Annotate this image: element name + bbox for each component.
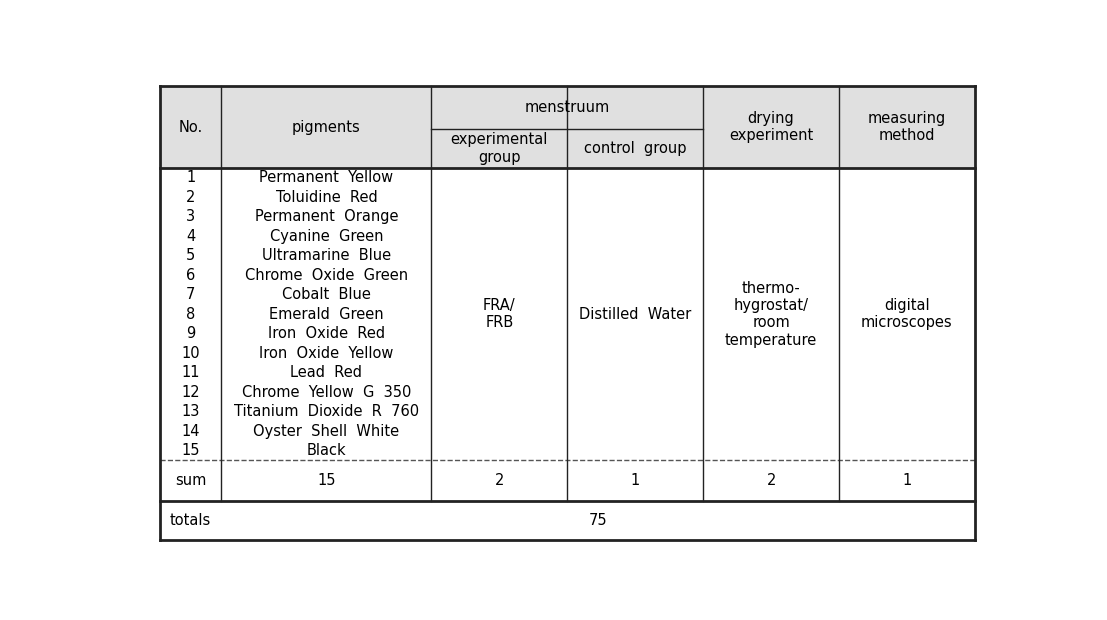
- Text: 75: 75: [589, 513, 608, 528]
- Text: 12: 12: [182, 385, 200, 400]
- Text: digital
microscopes: digital microscopes: [861, 298, 953, 330]
- Text: Oyster  Shell  White: Oyster Shell White: [254, 423, 400, 439]
- Text: 1: 1: [631, 474, 640, 489]
- Text: Cyanine  Green: Cyanine Green: [270, 229, 383, 244]
- Text: measuring
method: measuring method: [868, 111, 946, 143]
- Text: 5: 5: [186, 248, 195, 264]
- Text: Iron  Oxide  Red: Iron Oxide Red: [268, 326, 385, 341]
- Text: Chrome  Oxide  Green: Chrome Oxide Green: [245, 268, 408, 283]
- Text: thermo-
hygrostat/
room
temperature: thermo- hygrostat/ room temperature: [725, 281, 817, 348]
- Text: sum: sum: [175, 474, 206, 489]
- Bar: [159, 86, 975, 168]
- Text: 8: 8: [186, 307, 195, 322]
- Text: Ultramarine  Blue: Ultramarine Blue: [262, 248, 391, 264]
- Text: 2: 2: [186, 190, 195, 205]
- Text: 1: 1: [186, 170, 195, 185]
- Text: 4: 4: [186, 229, 195, 244]
- Text: 15: 15: [318, 474, 335, 489]
- Text: Permanent  Orange: Permanent Orange: [255, 209, 399, 224]
- Text: Black: Black: [307, 443, 346, 458]
- Text: Cobalt  Blue: Cobalt Blue: [282, 287, 371, 302]
- Text: 9: 9: [186, 326, 195, 341]
- Text: experimental
group: experimental group: [451, 133, 548, 165]
- Text: 7: 7: [186, 287, 195, 302]
- Bar: [159, 461, 975, 502]
- Text: 10: 10: [182, 346, 200, 361]
- Bar: [159, 168, 975, 461]
- Text: 11: 11: [182, 365, 200, 380]
- Text: Distilled  Water: Distilled Water: [579, 307, 692, 322]
- Text: Lead  Red: Lead Red: [290, 365, 362, 380]
- Text: control  group: control group: [584, 141, 686, 156]
- Text: 3: 3: [186, 209, 195, 224]
- Text: Permanent  Yellow: Permanent Yellow: [259, 170, 393, 185]
- Text: FRA/
FRB: FRA/ FRB: [483, 298, 516, 330]
- Text: 2: 2: [766, 474, 776, 489]
- Text: No.: No.: [178, 120, 203, 135]
- Text: drying
experiment: drying experiment: [730, 111, 814, 143]
- Text: 6: 6: [186, 268, 195, 283]
- Text: Toluidine  Red: Toluidine Red: [276, 190, 377, 205]
- Text: pigments: pigments: [292, 120, 361, 135]
- Text: 2: 2: [495, 474, 504, 489]
- Text: menstruum: menstruum: [525, 100, 610, 115]
- Text: Iron  Oxide  Yellow: Iron Oxide Yellow: [259, 346, 394, 361]
- Text: totals: totals: [170, 513, 211, 528]
- Text: 15: 15: [182, 443, 200, 458]
- Text: Chrome  Yellow  G  350: Chrome Yellow G 350: [241, 385, 411, 400]
- Text: 1: 1: [902, 474, 911, 489]
- Text: 14: 14: [182, 423, 200, 439]
- Text: 13: 13: [182, 404, 199, 419]
- Bar: [159, 502, 975, 540]
- Text: Titanium  Dioxide  R  760: Titanium Dioxide R 760: [234, 404, 420, 419]
- Text: Emerald  Green: Emerald Green: [269, 307, 384, 322]
